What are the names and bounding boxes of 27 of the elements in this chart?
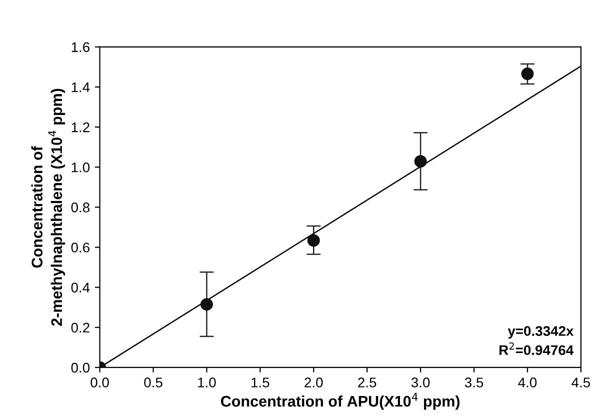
x-tick-label: 0.5 [144, 378, 162, 388]
x-tick-label: 2.5 [358, 378, 376, 388]
x-tick-label: 1.0 [198, 378, 216, 388]
point [414, 155, 427, 168]
y-tick-label: 0.2 [71, 322, 90, 333]
y-tick-label: 0.8 [71, 202, 90, 212]
x-tick-label: 3.5 [464, 378, 484, 388]
x-tick-label: 4.5 [572, 378, 590, 388]
x-tick-label: 4.0 [518, 378, 537, 388]
y-tick-label: 1.2 [72, 122, 90, 132]
y-tick-label: 0.0 [71, 362, 90, 373]
point [307, 234, 320, 247]
x-tick-label: 3.0 [411, 378, 430, 388]
point [200, 298, 213, 311]
x-axis-title: Concentration of APU(X10$^{4}$ ppm) [220, 392, 460, 410]
annotation: y=0.3342x [508, 326, 574, 339]
point [521, 68, 534, 80]
y-axis-title: Concentration of 2-methylnaphthalene (X10$^{4}$ ppm) [31, 88, 66, 326]
y-tick-label: 1.4 [72, 82, 90, 92]
y-tick-label: 1.6 [72, 42, 90, 52]
y-tick-label: 0.6 [71, 242, 90, 252]
y-tick-label: 0.4 [71, 282, 90, 292]
x-tick-label: 2.0 [304, 378, 323, 388]
x-tick-label: 0.0 [90, 378, 109, 388]
y-tick-label: 1.0 [72, 162, 90, 172]
x-tick-label: 1.5 [252, 378, 270, 388]
annotation: R$^{2}$=0.94764 [500, 342, 574, 356]
